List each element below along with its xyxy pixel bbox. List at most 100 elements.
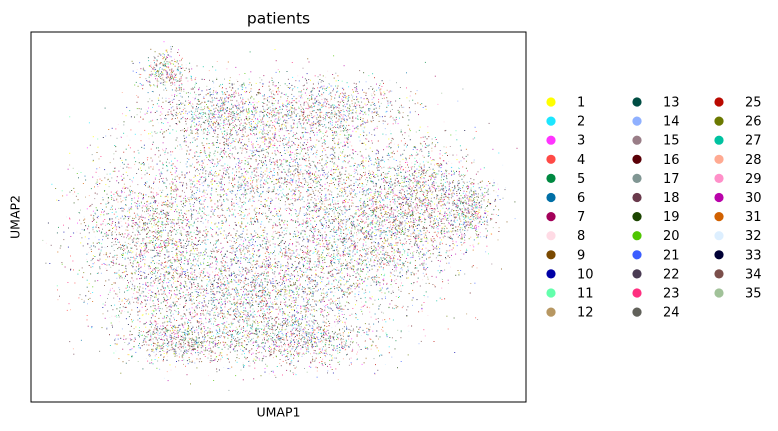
data-point [213,294,215,296]
data-point [108,234,109,236]
data-point [194,311,196,313]
data-point [118,269,120,271]
data-point [282,269,283,271]
data-point [151,160,153,162]
data-point [152,249,154,251]
data-point [213,314,215,316]
data-point [122,234,124,236]
data-point [165,114,166,116]
data-point [211,158,213,160]
data-point [88,238,90,240]
data-point [115,237,117,239]
data-point [138,267,140,269]
data-point [258,303,260,305]
data-point [143,272,145,274]
data-point [264,252,266,254]
data-point [289,281,291,283]
data-point [161,289,163,291]
data-point [244,178,246,180]
data-point [152,244,153,246]
data-point [278,273,280,275]
data-point [285,246,287,248]
data-point [282,240,284,242]
data-point [94,192,96,194]
data-point [294,283,296,285]
data-point [212,293,214,295]
data-point [286,255,288,257]
data-point [99,266,101,268]
data-point [201,322,203,324]
data-point [263,303,264,305]
data-point [116,215,118,217]
data-point [394,235,396,237]
data-point [344,207,346,209]
data-point [187,363,189,365]
data-point [278,261,280,263]
data-point [176,244,178,246]
data-point [220,271,222,273]
data-point [105,254,107,256]
data-point [347,219,349,221]
data-point [180,233,182,235]
data-point [157,307,159,309]
data-point [309,254,311,256]
data-point [321,169,323,171]
data-point [147,349,149,351]
data-point [243,135,245,137]
data-point [227,284,229,286]
data-point [190,265,192,267]
data-point [275,296,277,298]
data-point [309,277,311,279]
data-point [260,321,262,322]
data-point [165,201,166,203]
data-point [138,192,139,194]
data-point [173,258,175,260]
data-point [202,311,204,313]
data-point [134,133,136,135]
data-point [260,302,262,304]
data-point [180,251,181,253]
data-point [190,267,192,269]
data-point [192,163,193,165]
data-point [58,200,60,201]
data-point [189,293,191,295]
data-point [94,212,96,214]
data-point [176,223,178,225]
data-point [137,298,139,300]
data-point [275,308,277,310]
data-point [339,276,341,278]
data-point [221,248,223,250]
data-point [159,189,161,191]
data-point [317,190,319,192]
data-point [135,326,137,328]
data-point [228,281,230,283]
data-point [214,359,216,361]
data-point [153,300,154,302]
data-point [221,294,223,296]
data-point [188,221,190,223]
data-point [232,334,233,336]
data-point [298,324,300,326]
data-point [224,315,226,317]
data-point [231,259,233,261]
data-point [321,299,323,301]
data-point [193,282,195,284]
data-point [188,319,189,321]
data-point [224,281,226,283]
data-point [315,300,317,302]
data-point [188,276,189,278]
data-point [265,275,267,277]
data-point [307,274,309,276]
data-point [327,271,329,273]
data-point [209,274,211,276]
data-point [254,279,256,281]
data-point [252,289,254,291]
data-point [204,250,206,252]
data-point [158,244,160,246]
data-point [236,313,238,315]
data-point [74,191,76,193]
data-point [159,235,161,237]
data-point [282,318,284,319]
data-point [337,307,338,309]
data-point [242,212,244,214]
